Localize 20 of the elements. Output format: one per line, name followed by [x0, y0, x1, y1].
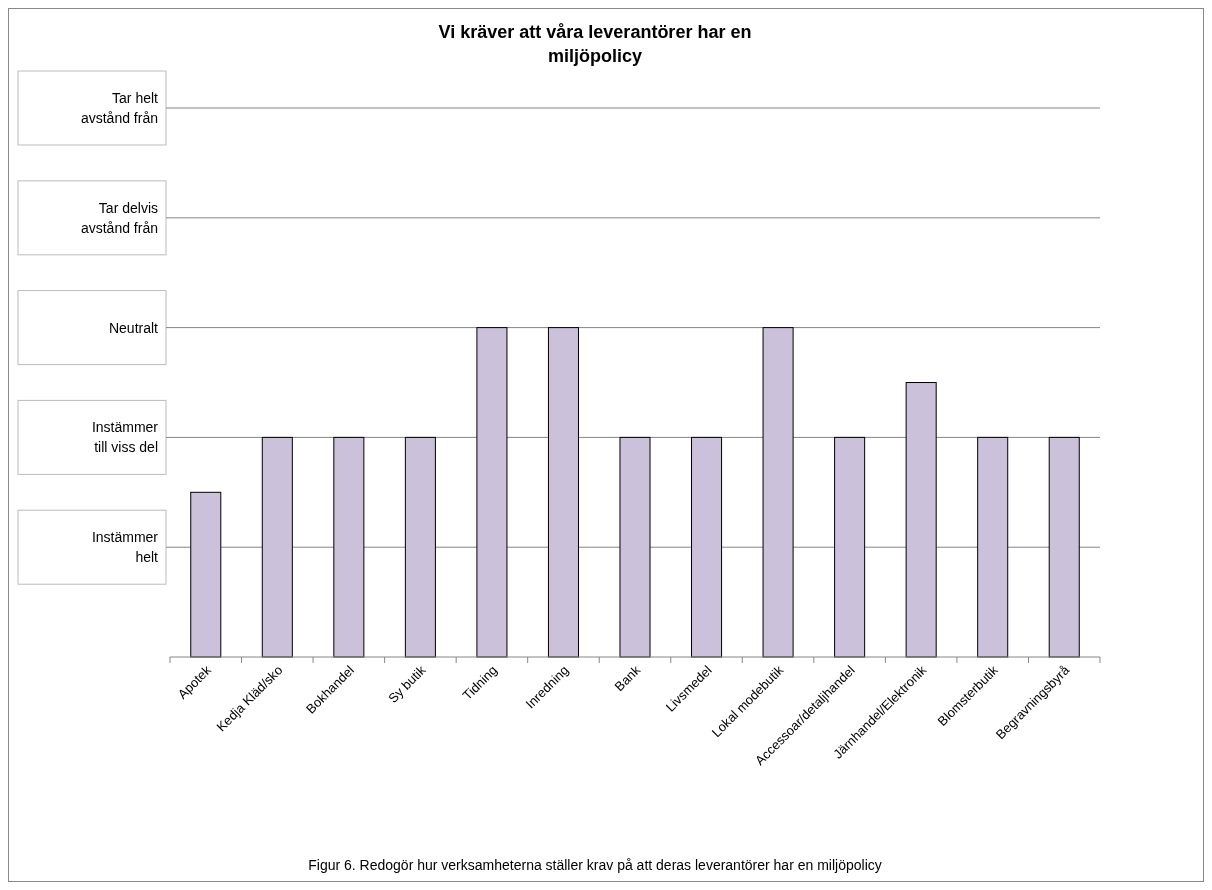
bar: [476, 327, 508, 658]
bar: [834, 436, 866, 658]
chart-title: Vi kräver att våra leverantörer har en miljöpolicy: [438, 22, 752, 66]
bar: [691, 436, 723, 658]
bar: [333, 436, 365, 658]
bar: [261, 436, 293, 658]
bar: [404, 436, 436, 658]
bar: [905, 382, 937, 658]
bar: [1048, 436, 1080, 658]
bar: [547, 327, 579, 658]
bar: [619, 436, 651, 658]
ref-line-label: Neutralt: [108, 319, 159, 336]
ref-line-label: Instämmer helt: [91, 529, 159, 566]
bar: [762, 327, 794, 658]
ref-line-label: Instämmer till viss del: [91, 419, 159, 456]
ref-line-label: Tar helt avstånd från: [80, 90, 159, 126]
ref-line-label: Tar delvis avstånd från: [80, 199, 158, 236]
bar: [977, 436, 1009, 658]
text: Figur 6. Redogör hur verksamheterna ställer krav på att deras leverantörer har en miljöpolicy: [308, 857, 882, 873]
bar: [190, 491, 222, 658]
